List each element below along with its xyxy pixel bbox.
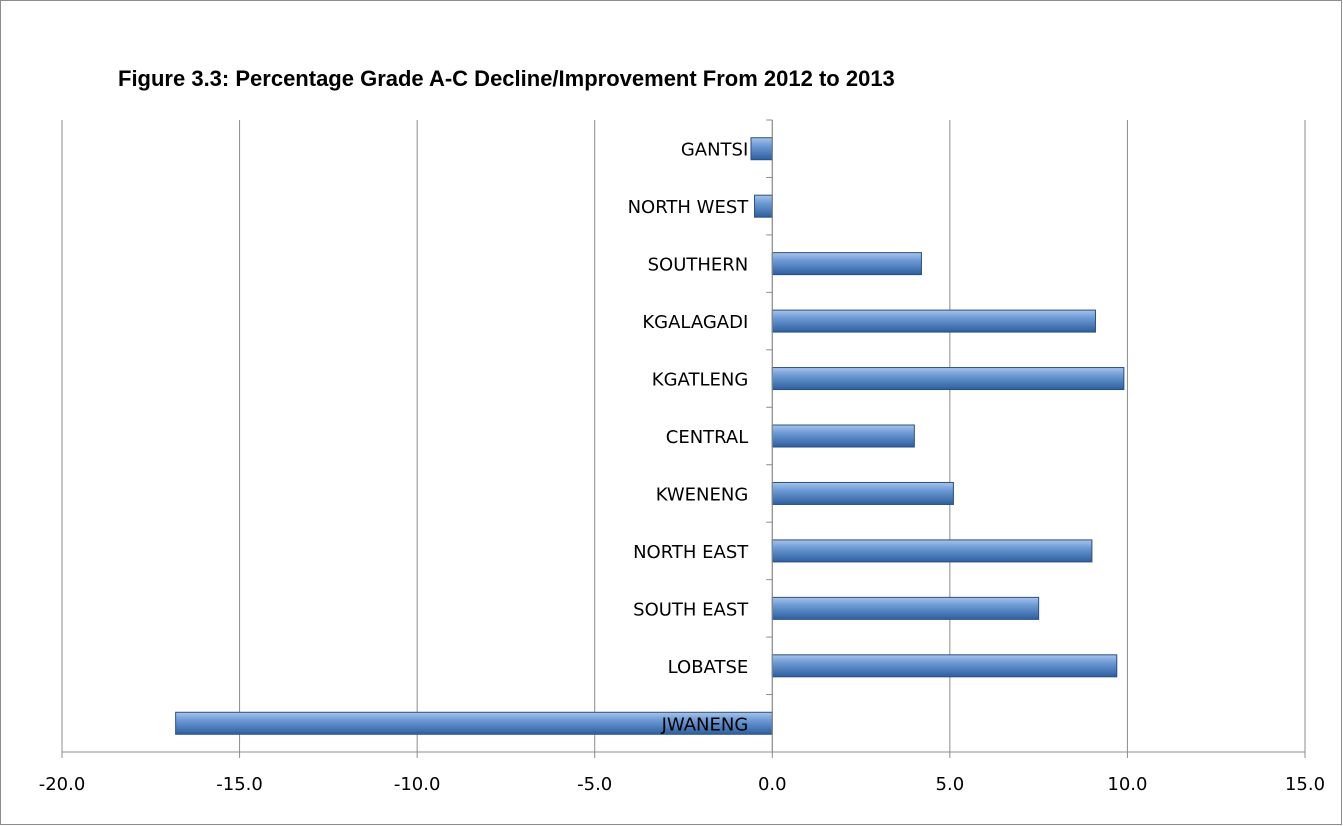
x-tick-label: -5.0 (577, 774, 612, 795)
x-tick-label: 0.0 (758, 774, 787, 795)
category-label: SOUTHERN (648, 255, 749, 276)
category-label: CENTRAL (666, 427, 749, 448)
bar (771, 539, 1093, 563)
category-label: KGALAGADI (642, 312, 748, 333)
category-label: KGATLENG (652, 370, 748, 391)
category-label: KWENENG (656, 484, 749, 505)
category-label: GANTSI (681, 140, 748, 161)
category-label: LOBATSE (668, 657, 749, 678)
bar (771, 596, 1040, 620)
chart-title: Figure 3.3: Percentage Grade A-C Decline… (118, 66, 895, 91)
x-tick-label: 5.0 (936, 774, 965, 795)
x-tick-label: 15.0 (1285, 774, 1325, 795)
bar (754, 194, 773, 218)
bar (771, 481, 954, 505)
x-tick-label: -20.0 (39, 774, 86, 795)
bar (771, 252, 922, 276)
bar (771, 367, 1125, 391)
category-label: NORTH WEST (628, 197, 750, 218)
bar (771, 654, 1118, 678)
category-label: NORTH EAST (633, 542, 749, 563)
bar (771, 309, 1096, 333)
x-tick-label: -15.0 (216, 774, 263, 795)
category-label: SOUTH EAST (633, 599, 749, 620)
bar (771, 424, 915, 448)
bar (750, 137, 773, 161)
x-tick-label: 10.0 (1107, 774, 1147, 795)
category-label: JWANENG (661, 714, 749, 735)
x-tick-label: -10.0 (394, 774, 441, 795)
